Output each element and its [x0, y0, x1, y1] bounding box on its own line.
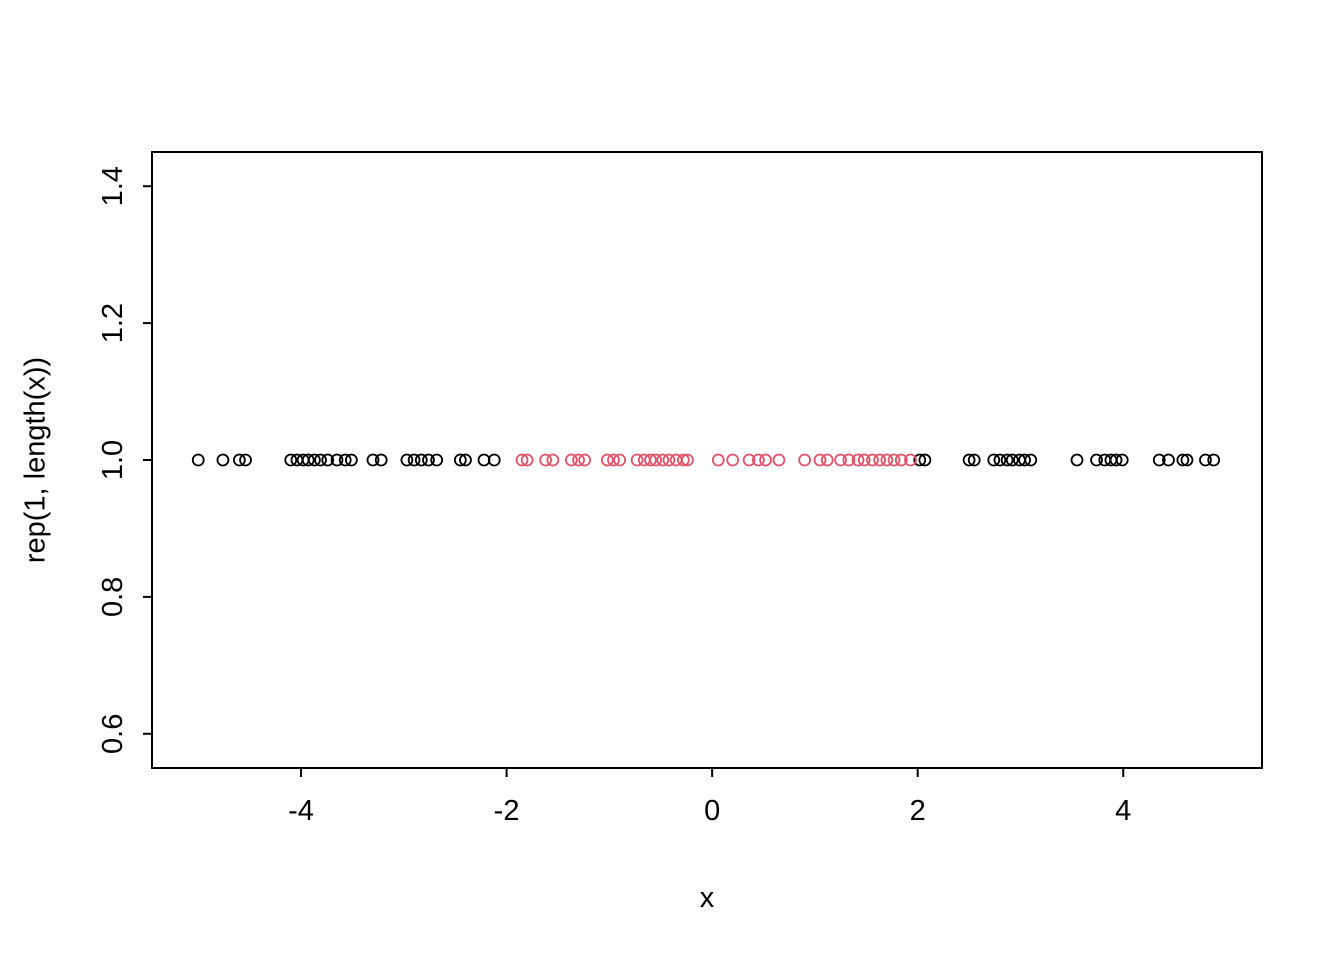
data-point-points-outside-interval — [913, 453, 927, 467]
data-point-points-outside-interval — [1090, 453, 1103, 467]
y-tick-label: 1.2 — [97, 303, 129, 343]
data-point-points-inside-interval — [649, 453, 663, 467]
data-point-points-inside-interval — [607, 453, 620, 467]
data-point-points-outside-interval — [918, 453, 932, 467]
data-point-points-outside-interval — [987, 453, 1001, 467]
x-tick-label: 0 — [704, 795, 720, 827]
data-point-points-outside-interval — [284, 453, 298, 467]
data-point-points-outside-interval — [344, 453, 358, 467]
data-point-points-outside-interval — [330, 453, 344, 467]
data-point-points-inside-interval — [798, 453, 812, 467]
data-point-points-inside-interval — [820, 453, 834, 467]
data-point-points-outside-interval — [191, 453, 205, 467]
data-point-points-outside-interval — [407, 453, 421, 467]
data-point-points-outside-interval — [314, 453, 327, 467]
data-point-points-inside-interval — [866, 453, 879, 467]
data-point-points-inside-interval — [873, 453, 887, 467]
data-point-points-inside-interval — [887, 453, 901, 467]
data-point-points-outside-interval — [400, 453, 414, 467]
data-point-points-inside-interval — [676, 453, 690, 467]
data-point-points-outside-interval — [993, 453, 1007, 467]
y-tick-label: 1.0 — [97, 440, 129, 480]
data-point-points-outside-interval — [453, 453, 467, 467]
data-point-points-outside-interval — [459, 453, 472, 467]
data-point-points-inside-interval — [857, 453, 871, 467]
data-point-points-outside-interval — [338, 453, 352, 467]
y-axis-label: rep(1, length(x)) — [19, 356, 52, 564]
data-point-points-outside-interval — [366, 453, 380, 467]
data-point-points-outside-interval — [307, 453, 321, 467]
data-point-points-inside-interval — [572, 453, 585, 467]
data-point-points-outside-interval — [1180, 453, 1194, 467]
data-point-points-outside-interval — [487, 453, 501, 467]
data-point-points-inside-interval — [772, 453, 786, 467]
data-point-points-inside-interval — [578, 453, 592, 467]
data-point-points-inside-interval — [851, 453, 865, 467]
data-point-points-inside-interval — [600, 453, 614, 467]
data-point-points-outside-interval — [1162, 453, 1175, 467]
data-point-points-inside-interval — [520, 453, 534, 467]
data-point-points-inside-interval — [726, 453, 740, 467]
data-point-points-outside-interval — [374, 453, 388, 467]
data-point-points-outside-interval — [962, 453, 976, 467]
data-point-points-outside-interval — [1199, 453, 1212, 467]
data-point-points-outside-interval — [1018, 453, 1031, 467]
data-point-points-inside-interval — [662, 453, 676, 467]
data-point-points-inside-interval — [759, 453, 772, 467]
data-point-points-inside-interval — [546, 453, 560, 467]
data-point-points-outside-interval — [1109, 453, 1123, 467]
data-point-points-inside-interval — [613, 453, 627, 467]
data-point-points-inside-interval — [711, 453, 725, 467]
data-point-points-outside-interval — [430, 453, 444, 467]
data-point-points-outside-interval — [301, 453, 315, 467]
data-point-points-inside-interval — [539, 453, 553, 467]
data-point-points-inside-interval — [894, 453, 908, 467]
data-point-points-outside-interval — [422, 453, 435, 467]
data-point-points-outside-interval — [1152, 453, 1166, 467]
data-point-points-inside-interval — [681, 453, 694, 467]
x-axis-label: x — [699, 882, 715, 914]
data-point-points-outside-interval — [1115, 453, 1129, 467]
data-point-points-inside-interval — [880, 453, 894, 467]
data-point-points-outside-interval — [1207, 453, 1221, 467]
data-point-points-outside-interval — [216, 453, 230, 467]
data-point-points-inside-interval — [842, 453, 856, 467]
data-point-points-inside-interval — [644, 453, 657, 467]
data-point-points-outside-interval — [1005, 453, 1019, 467]
x-tick-label: 2 — [910, 795, 926, 827]
data-point-points-inside-interval — [630, 453, 644, 467]
data-point-points-outside-interval — [477, 453, 491, 467]
data-point-points-outside-interval — [967, 453, 981, 467]
data-point-points-inside-interval — [515, 453, 529, 467]
data-point-points-inside-interval — [834, 453, 848, 467]
data-point-points-outside-interval — [232, 453, 246, 467]
y-tick-label: 0.8 — [97, 577, 129, 617]
data-point-points-outside-interval — [1176, 453, 1190, 467]
data-point-points-inside-interval — [656, 453, 670, 467]
plot-box — [151, 151, 1263, 769]
data-point-points-outside-interval — [239, 453, 252, 467]
data-point-points-outside-interval — [1024, 453, 1038, 467]
data-point-points-outside-interval — [321, 453, 335, 467]
x-tick-label: -4 — [288, 795, 314, 827]
data-point-points-inside-interval — [742, 453, 756, 467]
data-point-points-inside-interval — [904, 453, 917, 467]
data-point-points-inside-interval — [813, 453, 827, 467]
y-tick-label: 0.6 — [97, 714, 129, 754]
data-point-points-inside-interval — [564, 453, 578, 467]
x-tick-label: 4 — [1115, 795, 1131, 827]
y-tick-label: 1.4 — [97, 166, 129, 206]
data-point-points-outside-interval — [1070, 453, 1084, 467]
data-point-points-outside-interval — [414, 453, 428, 467]
x-tick-label: -2 — [494, 795, 520, 827]
data-point-points-outside-interval — [1000, 453, 1014, 467]
data-point-points-inside-interval — [751, 453, 765, 467]
